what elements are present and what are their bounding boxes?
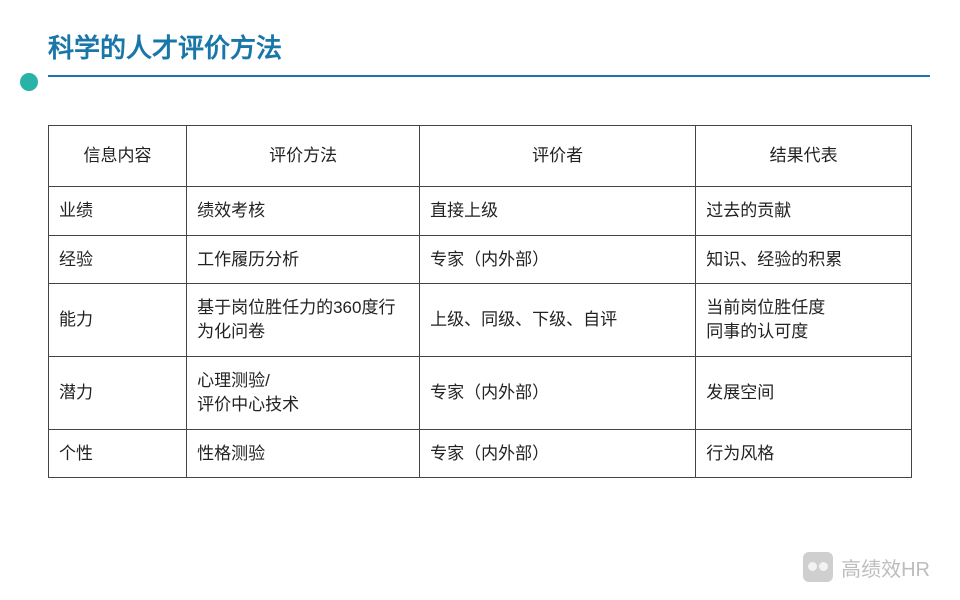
page-title: 科学的人才评价方法 bbox=[48, 28, 930, 65]
cell: 基于岗位胜任力的360度行为化问卷 bbox=[187, 284, 420, 357]
table-header: 结果代表 bbox=[696, 126, 912, 187]
cell: 绩效考核 bbox=[187, 186, 420, 235]
wechat-icon bbox=[803, 552, 833, 582]
cell: 直接上级 bbox=[420, 186, 696, 235]
cell: 个性 bbox=[49, 429, 187, 478]
cell: 知识、经验的积累 bbox=[696, 235, 912, 284]
table-row: 经验 工作履历分析 专家（内外部） 知识、经验的积累 bbox=[49, 235, 912, 284]
cell: 专家（内外部） bbox=[420, 356, 696, 429]
cell: 业绩 bbox=[49, 186, 187, 235]
table-header: 评价者 bbox=[420, 126, 696, 187]
cell: 行为风格 bbox=[696, 429, 912, 478]
table-header: 评价方法 bbox=[187, 126, 420, 187]
cell: 能力 bbox=[49, 284, 187, 357]
cell: 专家（内外部） bbox=[420, 235, 696, 284]
cell: 心理测验/评价中心技术 bbox=[187, 356, 420, 429]
evaluation-table: 信息内容 评价方法 评价者 结果代表 业绩 绩效考核 直接上级 过去的贡献 经验… bbox=[48, 125, 912, 478]
cell: 潜力 bbox=[49, 356, 187, 429]
cell: 当前岗位胜任度同事的认可度 bbox=[696, 284, 912, 357]
title-bar: 科学的人才评价方法 bbox=[0, 0, 960, 85]
table-row: 潜力 心理测验/评价中心技术 专家（内外部） 发展空间 bbox=[49, 356, 912, 429]
cell: 专家（内外部） bbox=[420, 429, 696, 478]
watermark-text: 高绩效HR bbox=[841, 553, 930, 582]
table-header-row: 信息内容 评价方法 评价者 结果代表 bbox=[49, 126, 912, 187]
accent-circle bbox=[20, 73, 38, 91]
cell: 发展空间 bbox=[696, 356, 912, 429]
table-row: 业绩 绩效考核 直接上级 过去的贡献 bbox=[49, 186, 912, 235]
table-row: 能力 基于岗位胜任力的360度行为化问卷 上级、同级、下级、自评 当前岗位胜任度… bbox=[49, 284, 912, 357]
title-underline bbox=[48, 75, 930, 77]
cell: 工作履历分析 bbox=[187, 235, 420, 284]
table-header: 信息内容 bbox=[49, 126, 187, 187]
table-row: 个性 性格测验 专家（内外部） 行为风格 bbox=[49, 429, 912, 478]
cell: 上级、同级、下级、自评 bbox=[420, 284, 696, 357]
cell: 性格测验 bbox=[187, 429, 420, 478]
table-wrap: 信息内容 评价方法 评价者 结果代表 业绩 绩效考核 直接上级 过去的贡献 经验… bbox=[0, 85, 960, 478]
watermark: 高绩效HR bbox=[803, 552, 930, 582]
cell: 过去的贡献 bbox=[696, 186, 912, 235]
cell: 经验 bbox=[49, 235, 187, 284]
